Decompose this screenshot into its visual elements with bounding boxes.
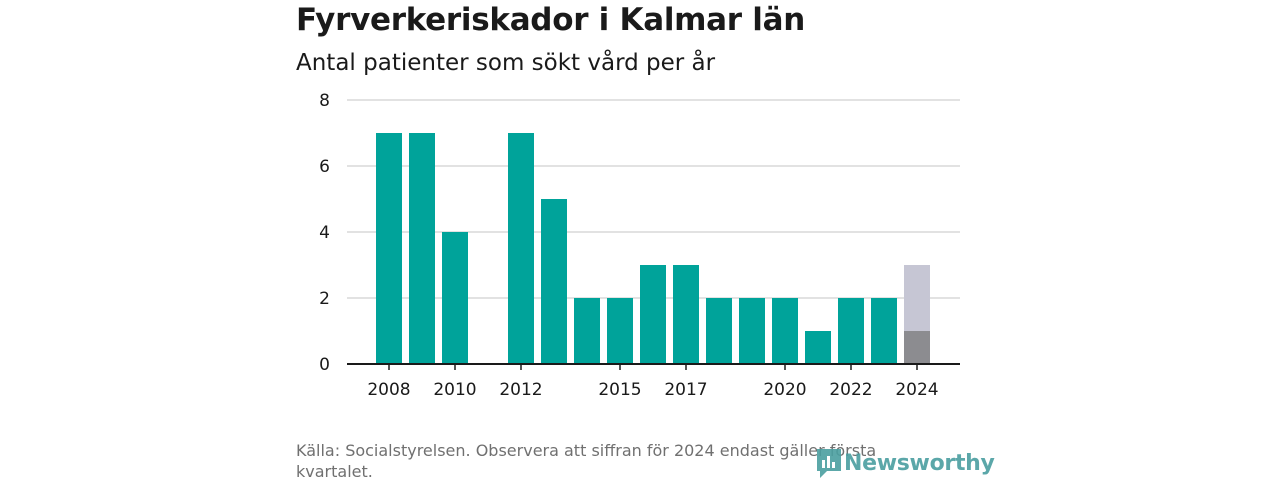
- newsworthy-logo-icon: [817, 449, 841, 478]
- y-tick-label: 8: [319, 91, 330, 111]
- bar-2021: [805, 331, 831, 364]
- x-tick-label: 2015: [598, 380, 641, 400]
- x-tick-label: 2008: [367, 380, 410, 400]
- bar-2020: [772, 298, 798, 364]
- bar-2013: [541, 199, 567, 364]
- bar-2010: [442, 232, 468, 364]
- bar-2024: [904, 331, 930, 364]
- x-tick-label: 2020: [763, 380, 806, 400]
- bar-2022: [838, 298, 864, 364]
- bar-2008: [376, 133, 402, 364]
- bars: [376, 133, 930, 364]
- bar-chart: 0 2 4 6 8 2008 2010 2012 2015 2017 2020 2022 2024: [319, 91, 960, 400]
- source-note: Källa: Socialstyrelsen. Observera att si…: [296, 441, 877, 481]
- bar-2012: [508, 133, 534, 364]
- y-tick-label: 4: [319, 223, 330, 243]
- bar-2014: [574, 298, 600, 364]
- chart-subtitle: Antal patienter som sökt vård per år: [296, 50, 716, 76]
- bar-2018: [706, 298, 732, 364]
- y-tick-label: 0: [319, 355, 330, 375]
- x-tick-label: 2010: [433, 380, 476, 400]
- y-tick-label: 2: [319, 289, 330, 309]
- y-tick-label: 6: [319, 157, 330, 177]
- brand-logo: Newsworthy: [814, 446, 995, 480]
- bar-2023: [871, 298, 897, 364]
- bar-2016: [640, 265, 666, 364]
- brand-name: Newsworthy: [844, 450, 995, 476]
- bar-2015: [607, 298, 633, 364]
- bar-2017: [673, 265, 699, 364]
- bar-2019: [739, 298, 765, 364]
- bar-2009: [409, 133, 435, 364]
- x-tick-label: 2022: [829, 380, 872, 400]
- axes: 0 2 4 6 8 2008 2010 2012 2015 2017 2020 2022 2024: [319, 91, 960, 400]
- bar-2024-remaining: [904, 265, 930, 331]
- chart-title: Fyrverkeriskador i Kalmar län: [296, 2, 805, 38]
- x-tick-label: 2024: [895, 380, 938, 400]
- x-tick-label: 2012: [499, 380, 542, 400]
- x-tick-label: 2017: [664, 380, 707, 400]
